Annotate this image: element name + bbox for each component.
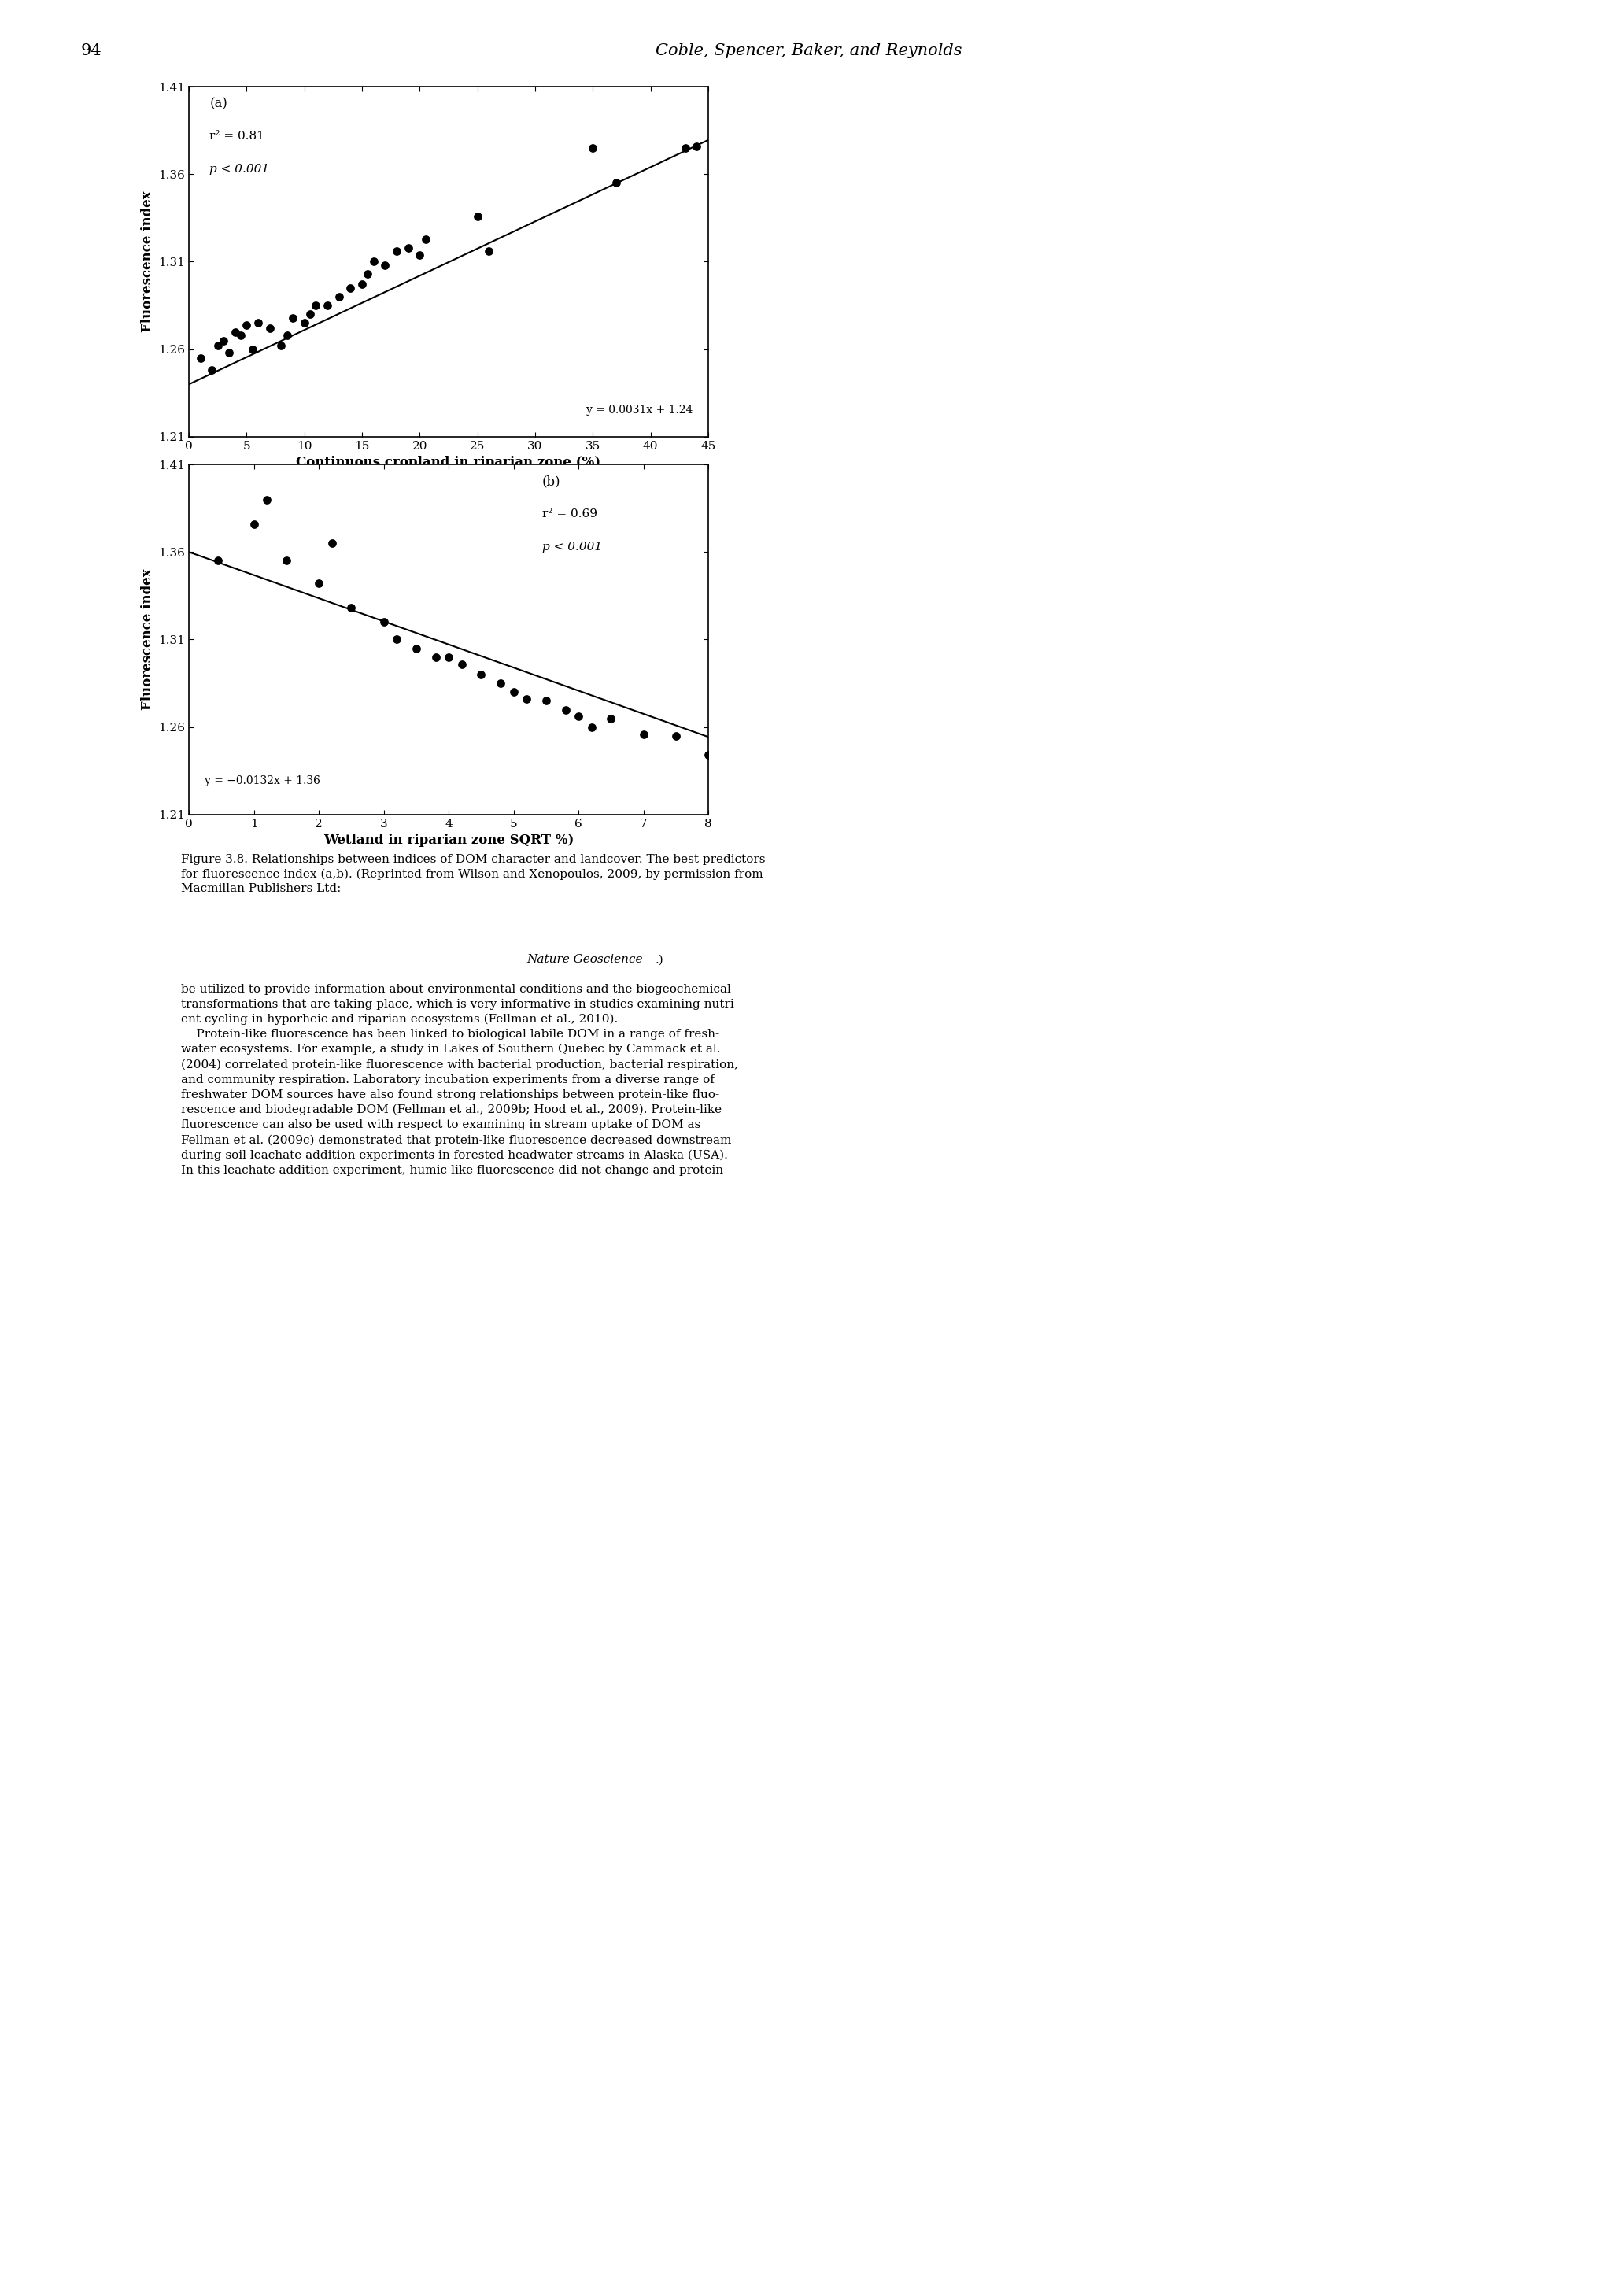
Point	[354, 255, 380, 292]
Point	[319, 526, 345, 563]
X-axis label: Continuous cropland in riparian zone (%): Continuous cropland in riparian zone (%)	[296, 457, 600, 468]
Point	[246, 305, 272, 342]
Text: r² = 0.81: r² = 0.81	[210, 131, 265, 142]
Point	[188, 340, 214, 377]
Point	[239, 331, 265, 367]
Point	[325, 278, 351, 315]
Point	[422, 638, 448, 675]
Text: y = 0.0031x + 1.24: y = 0.0031x + 1.24	[586, 404, 693, 416]
Point	[383, 232, 409, 269]
Point	[349, 266, 375, 303]
Point	[464, 197, 490, 234]
Point	[579, 709, 605, 746]
Point	[338, 269, 364, 305]
Point	[205, 542, 231, 579]
Point	[631, 716, 657, 753]
Point	[269, 328, 294, 365]
Point	[487, 666, 513, 703]
Point	[314, 287, 340, 324]
Text: Figure 3.8. Relationships between indices of DOM character and landcover. The be: Figure 3.8. Relationships between indice…	[181, 854, 765, 895]
Point	[338, 590, 364, 627]
Point	[222, 312, 248, 349]
Point	[233, 305, 259, 342]
X-axis label: Wetland in riparian zone SQRT %): Wetland in riparian zone SQRT %)	[324, 833, 574, 847]
Y-axis label: Fluorescence index: Fluorescence index	[141, 569, 154, 709]
Point	[383, 622, 409, 659]
Point	[476, 232, 502, 269]
Point	[298, 296, 324, 333]
Text: .): .)	[655, 955, 663, 964]
Text: Coble, Spencer, Baker, and Reynolds: Coble, Spencer, Baker, and Reynolds	[655, 44, 963, 60]
Point	[280, 298, 306, 335]
Point	[210, 321, 236, 358]
Point	[403, 629, 429, 666]
Point	[199, 351, 225, 388]
Point	[435, 638, 461, 675]
Point	[306, 565, 332, 602]
Point	[579, 129, 605, 165]
Point	[273, 317, 299, 354]
Point	[254, 482, 280, 519]
Text: (a): (a)	[210, 96, 228, 110]
Point	[552, 691, 578, 728]
Text: 94: 94	[81, 44, 102, 60]
Text: Nature Geoscience: Nature Geoscience	[527, 955, 642, 964]
Point	[395, 230, 421, 266]
Point	[406, 236, 432, 273]
Point	[413, 220, 438, 257]
Point	[291, 305, 317, 342]
Point	[448, 645, 474, 682]
Point	[500, 673, 526, 709]
Point	[361, 243, 387, 280]
Point	[513, 680, 539, 716]
Point	[228, 317, 254, 354]
Point	[241, 505, 267, 542]
Point	[671, 129, 697, 165]
Point	[371, 604, 396, 641]
Text: y = −0.0132x + 1.36: y = −0.0132x + 1.36	[204, 776, 320, 788]
Point	[372, 248, 398, 285]
Point	[696, 737, 722, 774]
Point	[599, 700, 625, 737]
Text: p < 0.001: p < 0.001	[210, 163, 270, 174]
Point	[303, 287, 328, 324]
Point	[273, 542, 299, 579]
Text: be utilized to provide information about environmental conditions and the biogeo: be utilized to provide information about…	[181, 985, 738, 1176]
Text: (b): (b)	[542, 475, 561, 489]
Point	[604, 165, 629, 202]
Point	[663, 716, 689, 753]
Point	[205, 328, 231, 365]
Point	[468, 657, 493, 693]
Point	[532, 682, 558, 719]
Point	[684, 129, 710, 165]
Point	[217, 335, 243, 372]
Text: r² = 0.69: r² = 0.69	[542, 507, 597, 519]
Point	[565, 698, 591, 735]
Point	[257, 310, 283, 347]
Text: p < 0.001: p < 0.001	[542, 542, 602, 553]
Y-axis label: Fluorescence index: Fluorescence index	[141, 191, 154, 333]
